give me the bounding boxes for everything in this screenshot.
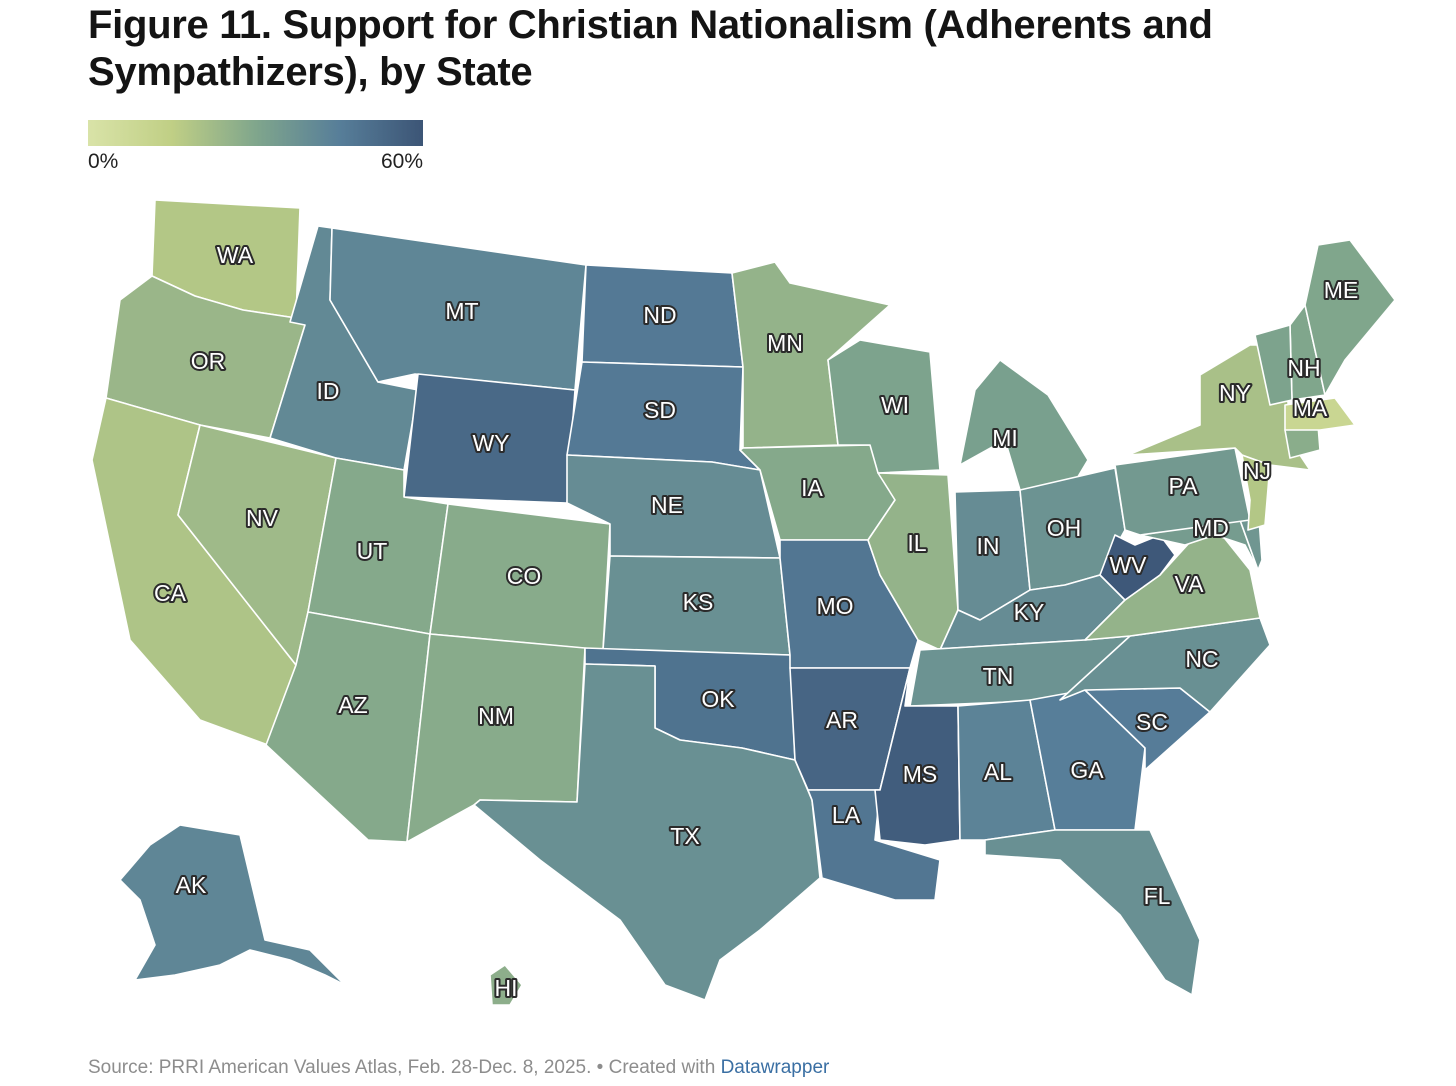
source-footer: Source: PRRI American Values Atlas, Feb.… xyxy=(88,1057,829,1079)
state-label-mt: MT xyxy=(445,298,478,324)
color-legend: 0% 60% xyxy=(88,120,423,174)
state-label-il: IL xyxy=(907,530,926,556)
state-label-al: AL xyxy=(984,759,1012,785)
state-label-mn: MN xyxy=(767,330,803,356)
state-label-wi: WI xyxy=(881,392,909,418)
state-vt[interactable] xyxy=(1254,324,1293,406)
legend-labels: 0% 60% xyxy=(88,150,423,174)
state-label-id: ID xyxy=(317,378,340,404)
legend-gradient-bar xyxy=(88,120,423,146)
state-mi[interactable] xyxy=(959,359,1089,491)
state-label-ia: IA xyxy=(801,475,823,501)
state-label-oh: OH xyxy=(1047,515,1082,541)
state-label-ms: MS xyxy=(903,761,938,787)
state-label-az: AZ xyxy=(338,692,367,718)
state-label-fl: FL xyxy=(1144,883,1171,909)
state-label-la: LA xyxy=(832,802,861,828)
state-label-ne: NE xyxy=(651,492,683,518)
state-label-in: IN xyxy=(977,533,1000,559)
state-label-pa: PA xyxy=(1169,473,1199,499)
legend-min-label: 0% xyxy=(88,150,119,173)
state-label-nc: NC xyxy=(1185,646,1218,672)
state-label-mi: MI xyxy=(992,425,1018,451)
state-label-nv: NV xyxy=(246,505,279,531)
state-label-va: VA xyxy=(1175,571,1205,597)
state-label-ny: NY xyxy=(1219,380,1251,406)
state-label-wa: WA xyxy=(217,242,254,268)
chart-title: Figure 11. Support for Christian Nationa… xyxy=(88,3,1213,94)
state-label-ga: GA xyxy=(1070,757,1104,783)
state-label-ma: MA xyxy=(1293,395,1328,421)
state-label-ak: AK xyxy=(176,872,207,898)
source-text: Source: PRRI American Values Atlas, Feb.… xyxy=(88,1057,721,1078)
state-label-co: CO xyxy=(507,563,542,589)
state-label-sc: SC xyxy=(1136,709,1168,735)
state-hi[interactable] xyxy=(489,964,523,1006)
state-label-me: ME xyxy=(1324,277,1359,303)
state-fl[interactable] xyxy=(984,829,1201,996)
state-label-nh: NH xyxy=(1287,355,1320,381)
state-label-sd: SD xyxy=(644,397,676,423)
state-label-wv: WV xyxy=(1109,552,1147,578)
state-label-ar: AR xyxy=(826,707,858,733)
state-label-tn: TN xyxy=(983,663,1014,689)
state-label-ut: UT xyxy=(357,538,388,564)
state-label-wy: WY xyxy=(472,430,509,456)
state-tx[interactable] xyxy=(473,663,821,1001)
state-labels: WA OR CA NV ID MT WY UT CO AZ NM ND SD NE KS OK TX MN IA MO… xyxy=(152,240,1360,1003)
us-states-map: WA OR CA NV ID MT WY UT CO AZ NM ND SD NE KS OK TX MN IA MO… xyxy=(91,199,1396,1006)
state-label-nm: NM xyxy=(478,703,514,729)
state-pa[interactable] xyxy=(1114,447,1251,536)
state-label-tx: TX xyxy=(670,823,699,849)
state-label-mo: MO xyxy=(816,593,853,619)
state-label-md: MD xyxy=(1193,515,1229,541)
state-il[interactable] xyxy=(867,472,959,651)
state-label-nj: NJ xyxy=(1243,458,1271,484)
state-wi[interactable] xyxy=(827,339,941,474)
datawrapper-link[interactable]: Datawrapper xyxy=(720,1057,830,1078)
state-shapes xyxy=(91,199,1396,1006)
state-ak[interactable] xyxy=(119,824,346,986)
state-label-ca: CA xyxy=(154,580,187,606)
state-wv[interactable] xyxy=(1099,534,1176,601)
state-label-nd: ND xyxy=(643,302,676,328)
state-ma[interactable] xyxy=(1284,397,1356,431)
state-label-ok: OK xyxy=(701,686,735,712)
state-label-ky: KY xyxy=(1014,599,1045,625)
state-label-hi: HI xyxy=(495,975,518,1001)
state-label-ks: KS xyxy=(683,589,714,615)
legend-max-label: 60% xyxy=(380,150,423,173)
state-me[interactable] xyxy=(1304,239,1396,396)
state-label-or: OR xyxy=(191,348,226,374)
